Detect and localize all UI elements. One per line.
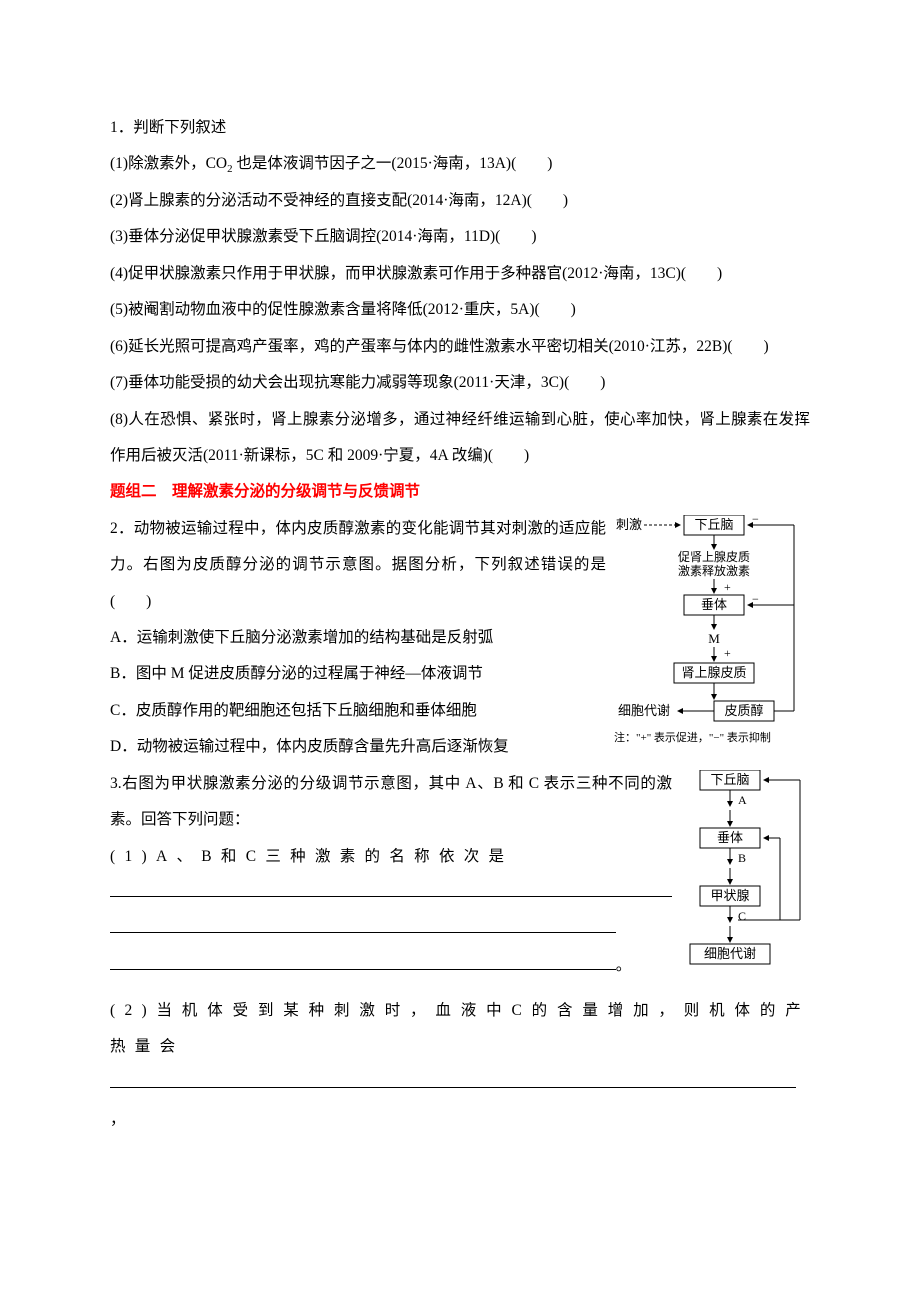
diagram-thyroid: 下丘脑 A 垂体 B 甲状腺 C 细胞代谢 [680,770,810,993]
q2-option-a: A．运输刺激使下丘脑分泌激素增加的结构基础是反射弧 [110,620,606,656]
section-2-title: 题组二 理解激素分泌的分级调节与反馈调节 [110,474,810,510]
svg-text:垂体: 垂体 [717,830,743,845]
q3-sub1: (1)A、B和C三种激素的名称依次是 [110,839,672,875]
q1-item-7: (7)垂体功能受损的幼犬会出现抗寒能力减弱等现象(2011·天津，3C)( ) [110,365,810,401]
q3-blank-2 [110,911,672,947]
q3-stem: 3.右图为甲状腺激素分泌的分级调节示意图，其中 A、B 和 C 表示三种不同的激… [110,766,672,839]
svg-text:C: C [738,909,746,923]
q2-option-c: C．皮质醇作用的靶细胞还包括下丘脑细胞和垂体细胞 [110,693,606,729]
svg-text:+: + [724,580,731,594]
q1-item-1: (1)除激素外，CO2 也是体液调节因子之一(2015·海南，13A)( ) [110,146,810,183]
svg-text:M: M [708,631,720,646]
svg-text:−: − [752,515,759,526]
diagram-cortisol: 刺激 下丘脑 促肾上腺皮质 激素释放激素 + 垂体 M + [614,515,810,750]
q1-item-8: (8)人在恐惧、紧张时，肾上腺素分泌增多，通过神经纤维运输到心脏，使心率加快，肾… [110,402,810,475]
q1-item-2: (2)肾上腺素的分泌活动不受神经的直接支配(2014·海南，12A)( ) [110,183,810,219]
svg-text:垂体: 垂体 [701,597,727,612]
q2-block: 2．动物被运输过程中，体内皮质醇激素的变化能调节其对刺激的适应能力。右图为皮质醇… [110,511,810,766]
svg-text:细胞代谢: 细胞代谢 [618,703,670,718]
svg-text:皮质醇: 皮质醇 [724,703,763,718]
q1-item-3: (3)垂体分泌促甲状腺激素受下丘脑调控(2014·海南，11D)( ) [110,219,810,255]
svg-text:激素释放激素: 激素释放激素 [678,563,750,578]
q3-blank-1 [110,875,672,911]
q1-item-6: (6)延长光照可提高鸡产蛋率，鸡的产蛋率与体内的雌性激素水平密切相关(2010·… [110,329,810,365]
svg-text:肾上腺皮质: 肾上腺皮质 [681,665,746,680]
document-page: 1．判断下列叙述 (1)除激素外，CO2 也是体液调节因子之一(2015·海南，… [0,0,920,1199]
q1-item-4: (4)促甲状腺激素只作用于甲状腺，而甲状腺激素可作用于多种器官(2012·海南，… [110,256,810,292]
q2-option-b: B．图中 M 促进皮质醇分泌的过程属于神经—体液调节 [110,656,606,692]
q3-block: 3.右图为甲状腺激素分泌的分级调节示意图，其中 A、B 和 C 表示三种不同的激… [110,766,810,993]
svg-text:−: − [752,592,759,606]
svg-text:刺激: 刺激 [616,517,642,532]
q3-sub2-blank: ， [110,1066,810,1139]
q3-sub2: (2)当机体受到某种刺激时，血液中C的含量增加，则机体的产热量会 [110,993,810,1066]
q2-stem: 2．动物被运输过程中，体内皮质醇激素的变化能调节其对刺激的适应能力。右图为皮质醇… [110,511,606,620]
svg-text:B: B [738,851,746,865]
q2-option-d: D．动物被运输过程中，体内皮质醇含量先升高后逐渐恢复 [110,729,606,765]
svg-text:注："+" 表示促进，"−" 表示抑制: 注："+" 表示促进，"−" 表示抑制 [614,730,771,744]
svg-text:+: + [724,646,731,660]
svg-text:下丘脑: 下丘脑 [694,517,733,532]
svg-text:甲状腺: 甲状腺 [710,888,749,903]
svg-text:下丘脑: 下丘脑 [710,772,749,787]
svg-text:促肾上腺皮质: 促肾上腺皮质 [678,550,750,564]
svg-text:细胞代谢: 细胞代谢 [704,946,756,961]
q1-item-5: (5)被阉割动物血液中的促性腺激素含量将降低(2012·重庆，5A)( ) [110,292,810,328]
q1-stem: 1．判断下列叙述 [110,110,810,146]
svg-text:A: A [738,793,747,807]
q3-blank-3: 。 [110,948,672,984]
